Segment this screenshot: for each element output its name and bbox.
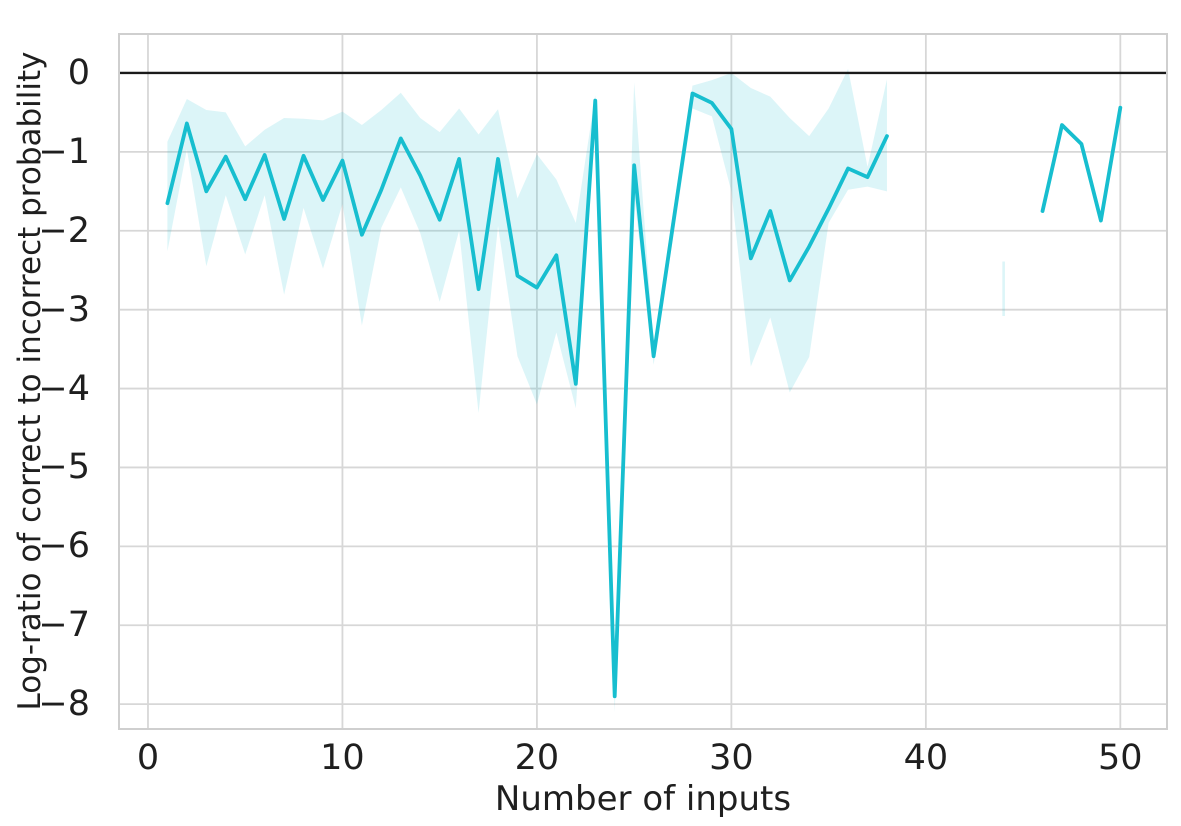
- y-tick-label: −3: [38, 289, 90, 330]
- y-axis-title: Log-ratio of correct to incorrect probab…: [12, 51, 48, 711]
- y-tick-label: −6: [38, 526, 90, 567]
- y-axis-tick-labels: 0 −1 −2 −3 −4 −5 −6 −7 −8: [0, 0, 104, 826]
- y-tick-label: −5: [38, 447, 90, 488]
- y-tick-label: 0: [67, 52, 90, 93]
- x-tick-label: 40: [903, 738, 949, 778]
- y-tick-label: −2: [38, 210, 90, 251]
- y-tick-label: −8: [38, 684, 90, 725]
- x-tick-label: 50: [1098, 738, 1143, 778]
- x-tick-label: 0: [136, 738, 160, 778]
- x-axis-title: Number of inputs: [494, 779, 792, 819]
- y-tick-label: −4: [38, 368, 90, 409]
- confidence-band: [167, 69, 887, 713]
- y-tick-label: −1: [38, 131, 90, 172]
- data-line: [1040, 105, 1123, 223]
- x-tick-label: 10: [320, 738, 365, 778]
- plot-border: [118, 33, 1168, 730]
- confidence-band-sliver: [1002, 261, 1005, 316]
- x-tick-label: 30: [709, 738, 754, 778]
- y-tick-label: −7: [38, 605, 90, 646]
- x-tick-label: 20: [514, 738, 560, 778]
- data-line: [165, 91, 889, 699]
- x-axis-tick-labels: 0 10 20 30 40 50: [0, 738, 1181, 782]
